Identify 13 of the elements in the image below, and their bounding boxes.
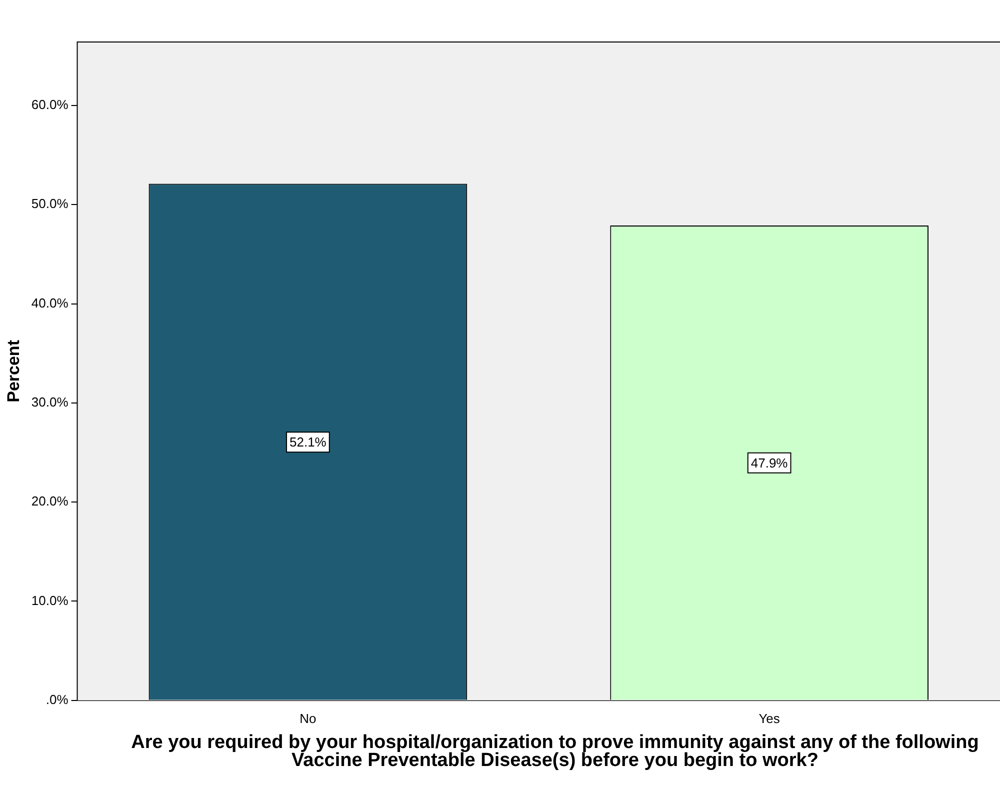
x-tick-label: Yes xyxy=(758,710,780,726)
y-tick-label: 30.0% xyxy=(31,394,69,410)
data-label: 52.1% xyxy=(290,434,327,450)
y-tick-label: 40.0% xyxy=(31,295,69,310)
y-tick-label: 50.0% xyxy=(31,196,69,212)
y-axis-title: Percent xyxy=(4,340,23,402)
y-tick-label: 60.0% xyxy=(31,97,69,112)
x-tick-label: No xyxy=(300,710,316,726)
y-tick-label: 20.0% xyxy=(31,494,69,509)
x-axis-title: Are you required by your hospital/organization to prove immunity against any of the following Vaccine Preventable Disease(s) before you begin to work? xyxy=(130,732,980,771)
data-label: 47.9% xyxy=(750,456,788,470)
y-tick-label: .0% xyxy=(46,692,69,707)
y-tick-label: 10.0% xyxy=(31,592,69,608)
